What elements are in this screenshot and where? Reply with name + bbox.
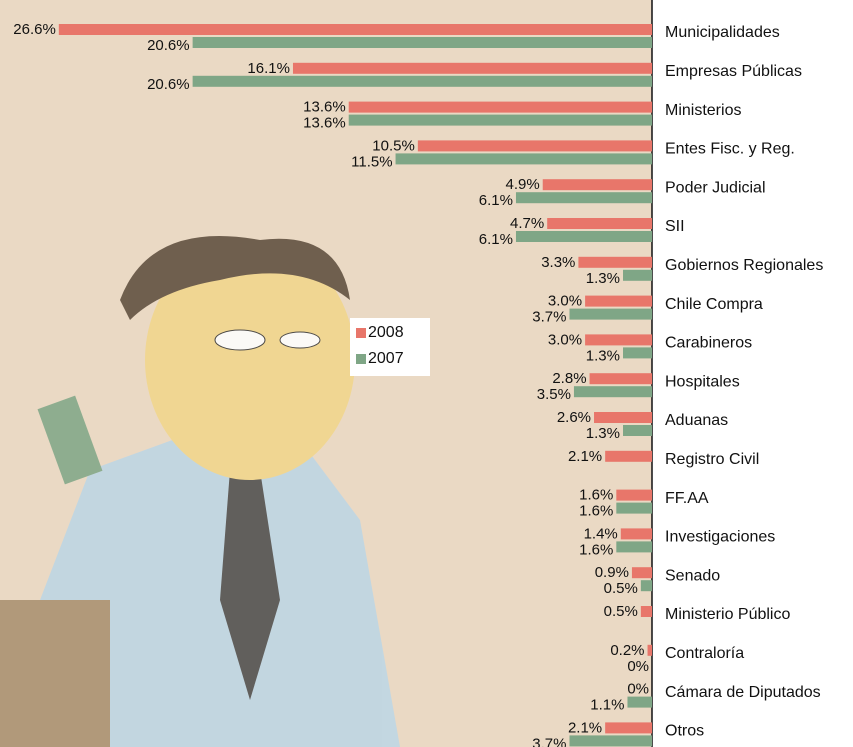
value-label: 2.6% [557,409,591,426]
value-label: 3.3% [541,254,575,271]
eye [215,330,265,350]
value-label: 3.0% [548,331,582,348]
category-label: Contraloría [665,645,744,662]
value-label: 1.3% [586,270,620,287]
legend-label: 2007 [368,350,404,367]
legend-label: 2008 [368,324,404,341]
bar [648,645,652,656]
category-label: FF.AA [665,490,709,507]
bar [396,153,652,164]
bar [594,412,652,423]
value-label: 0.5% [604,580,638,597]
value-label: 1.3% [586,347,620,364]
eye [280,332,320,348]
value-label: 0.5% [604,603,638,620]
bar [585,296,652,307]
bar [632,567,652,578]
value-label: 13.6% [303,99,346,116]
legend-swatch [356,328,366,338]
value-label: 3.0% [548,293,582,310]
category-label: Entes Fisc. y Reg. [665,141,795,158]
bar [605,722,652,733]
category-label: Municipalidades [665,24,780,41]
bar [293,63,652,74]
value-label: 0.9% [595,564,629,581]
value-label: 3.7% [532,735,566,747]
bar [543,179,652,190]
value-label: 0% [627,681,649,698]
category-label: Hospitales [665,373,740,390]
value-label: 2.1% [568,448,602,465]
value-label: 6.1% [479,192,513,209]
category-label: Carabineros [665,335,752,352]
category-label: Investigaciones [665,529,775,546]
value-label: 20.6% [147,37,190,54]
category-label: Gobiernos Regionales [665,257,823,274]
bar [349,115,652,126]
value-label: 3.5% [537,386,571,403]
page: Municipalidades 26.6% 20.6% Empresas Públic… [0,0,853,747]
bar [574,386,652,397]
value-label: 1.4% [584,525,618,542]
category-label: Cámara de Diputados [665,684,821,701]
bar [193,37,652,48]
value-label: 1.6% [579,541,613,558]
bar [569,309,652,320]
value-label: 20.6% [147,76,190,93]
bar [193,76,652,87]
bar [585,334,652,345]
value-label: 3.7% [532,309,566,326]
value-label: 26.6% [13,21,56,38]
bar [590,373,652,384]
category-label: SII [665,218,685,235]
category-label: Ministerio Público [665,606,790,623]
desk [0,600,110,747]
value-label: 11.5% [351,153,392,170]
value-label: 1.6% [579,487,613,504]
bar [59,24,652,35]
value-label: 1.3% [586,425,620,442]
bar [623,270,652,281]
category-label: Senado [665,567,720,584]
value-label: 10.5% [372,137,415,154]
value-label: 6.1% [479,231,513,248]
bar [623,425,652,436]
bar [547,218,652,229]
bar [616,503,652,514]
bar [621,528,652,539]
value-label: 4.9% [506,176,540,193]
value-label: 2.8% [552,370,586,387]
category-label: Registro Civil [665,451,759,468]
bar [418,140,652,151]
value-label: 0.2% [610,642,644,659]
bar [578,257,652,268]
value-label: 2.1% [568,719,602,736]
value-label: 1.6% [579,503,613,520]
value-label: 16.1% [247,60,290,77]
bar [627,697,652,708]
legend-swatch [356,354,366,364]
bar [641,580,652,591]
bar [516,231,652,242]
category-label: Otros [665,723,704,740]
bar [516,192,652,203]
value-label: 1.1% [590,697,624,714]
bar [641,606,652,617]
value-label: 0% [627,658,649,675]
bar [616,541,652,552]
category-label: Aduanas [665,412,728,429]
bar [569,735,652,746]
value-label: 4.7% [510,215,544,232]
bar [616,490,652,501]
category-label: Chile Compra [665,296,763,313]
bar [349,102,652,113]
bar [623,347,652,358]
category-label: Empresas Públicas [665,63,802,80]
chart: Municipalidades 26.6% 20.6% Empresas Públic… [0,0,853,747]
value-label: 13.6% [303,115,346,132]
category-label: Poder Judicial [665,179,766,196]
bar [605,451,652,462]
category-label: Ministerios [665,102,741,119]
